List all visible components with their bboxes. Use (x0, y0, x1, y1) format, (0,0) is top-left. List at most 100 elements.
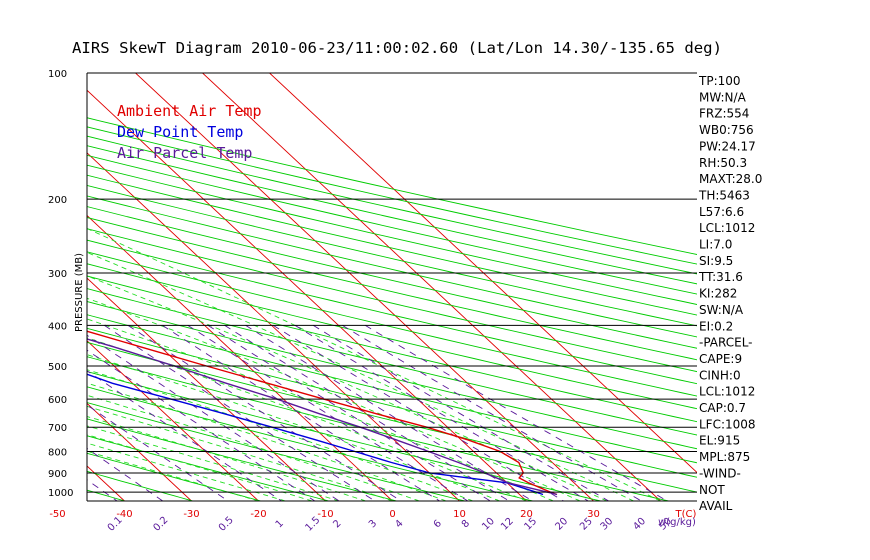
moist-adiabat-line (87, 434, 313, 501)
dry-adiabat-line (87, 117, 697, 255)
dry-adiabat-line (87, 251, 697, 397)
x-axis-label: T(C) (675, 509, 697, 520)
index-entry: RH:50.3 (699, 156, 747, 170)
mixing-ratio-tick-label: 3 (367, 518, 379, 530)
dry-adiabat-line (87, 135, 697, 275)
mixing-ratio-line (364, 324, 668, 501)
pressure-tick-label: 300 (48, 269, 67, 280)
pressure-tick-label: 1000 (48, 488, 73, 499)
moist-adiabat-line (87, 354, 500, 501)
mixing-ratio-line (87, 334, 340, 501)
pressure-tick-label: 400 (48, 321, 67, 332)
dry-adiabat-line (87, 263, 697, 410)
isotherm-line (269, 73, 697, 474)
mixing-ratio-tick-label: 40 (631, 516, 648, 533)
index-entry: -PARCEL- (699, 336, 753, 350)
dry-adiabat-line (87, 174, 697, 316)
mixing-ratio-line (162, 324, 440, 501)
dew-point-temp-line (87, 373, 544, 496)
index-entry: CINH:0 (699, 368, 741, 382)
mixing-ratio-line (245, 324, 533, 501)
bottom-temp-tick-label: 10 (453, 509, 466, 520)
dry-adiabat-line (87, 206, 697, 349)
moist-adiabat-line (87, 382, 447, 501)
dry-adiabat-line (87, 386, 533, 501)
index-entry: L57:6.6 (699, 205, 744, 219)
isotherm-line (87, 465, 125, 501)
index-entry: LCL:1012 (699, 385, 755, 399)
bottom-temp-tick-label: 30 (587, 509, 600, 520)
index-entry: TT:31.6 (698, 270, 743, 284)
moist-adiabat-line (87, 394, 420, 501)
legend-air-parcel-temp: Air Parcel Temp (117, 144, 252, 162)
bottom-temp-tick-label: -10 (317, 509, 333, 520)
moist-adiabat-line (87, 227, 661, 501)
mixing-ratio-tick-label: 2 (331, 518, 343, 530)
dry-adiabat-line (87, 301, 697, 450)
mixing-ratio-tick-label: 4 (393, 518, 405, 530)
dry-adiabat-line (87, 228, 697, 373)
mixing-ratio-tick-label: 10 (480, 516, 497, 533)
isotherm-line (202, 73, 661, 501)
index-entry: EI:0.2 (699, 319, 733, 333)
bottom-temp-tick-label: -40 (116, 509, 132, 520)
isotherm-line (87, 214, 393, 501)
dry-adiabat-line (87, 195, 697, 338)
stability-indices: TP:100 MW:N/A FRZ:554 WB0:756 PW:24.17 RH:50.… (698, 74, 762, 513)
index-entry: LCL:1012 (699, 221, 755, 235)
moist-adiabat-line (87, 275, 608, 501)
mixing-ratio-line (87, 447, 163, 501)
dry-adiabat-line (87, 341, 697, 493)
mixing-ratio-line (341, 324, 642, 501)
mixing-ratio-tick-label: 8 (460, 518, 472, 530)
dry-adiabat-line (87, 275, 697, 423)
index-entry: TP:100 (698, 74, 741, 88)
dry-adiabat-line (87, 356, 669, 501)
moist-adiabat-line (87, 416, 366, 501)
bottom-temp-tick-label: 0 (389, 509, 395, 520)
index-entry: LI:7.0 (699, 238, 732, 252)
mixing-ratio-tick-label: 20 (553, 516, 570, 533)
legend: Ambient Air Temp Dew Point Temp Air Parcel… (117, 102, 262, 162)
mixing-ratio-tick-label: 0.2 (151, 515, 170, 534)
index-entry: TH:5463 (698, 188, 750, 202)
index-entry: LFC:1008 (699, 417, 756, 431)
mixing-ratio-tick-label: 0.5 (217, 515, 236, 534)
y-axis-label: PRESSURE (MB) (74, 253, 85, 332)
mixing-ratio-tick-label: 12 (499, 516, 516, 533)
isotherm-line (135, 73, 594, 501)
dry-adiabat-line (87, 288, 697, 436)
legend-ambient-air-temp: Ambient Air Temp (117, 102, 262, 120)
moist-adiabat-line (87, 425, 340, 501)
index-entry: CAP:0.7 (699, 401, 746, 415)
index-entry: MPL:875 (699, 450, 750, 464)
air-parcel-temp-line (87, 338, 558, 496)
dry-adiabat-line (87, 184, 697, 327)
index-entry: NOT (699, 483, 725, 497)
index-entry: PW:24.17 (699, 139, 756, 153)
index-entry: SI:9.5 (699, 254, 733, 268)
pressure-tick-label: 600 (48, 395, 67, 406)
mixing-ratio-tick-label: 1 (274, 518, 286, 530)
dry-adiabat-line (87, 164, 697, 305)
legend-dew-point-temp: Dew Point Temp (117, 123, 243, 141)
mixing-ratio-line (207, 324, 491, 501)
moist-adiabat-line (87, 251, 634, 501)
pressure-tick-label: 100 (48, 69, 67, 80)
mixing-ratio-tick-label: 30 (599, 516, 616, 533)
index-entry: EL:915 (699, 434, 740, 448)
dry-adiabat-line (87, 452, 262, 501)
pressure-tick-label: 500 (48, 362, 67, 373)
dry-adiabat-line (87, 145, 697, 285)
index-entry: MAXT:28.0 (699, 172, 762, 186)
isotherm-line (0, 73, 58, 501)
ambient-air-temp-line (87, 330, 558, 496)
dry-adiabat-line (87, 126, 697, 265)
dry-adiabat-line (87, 314, 697, 464)
moist-adiabat-line (87, 318, 554, 501)
bottom-temp-tick-label: -20 (250, 509, 266, 520)
mixing-ratio-tick-label: 6 (432, 518, 444, 530)
dry-adiabat-line (87, 154, 697, 295)
dry-adiabat-line (87, 402, 465, 501)
